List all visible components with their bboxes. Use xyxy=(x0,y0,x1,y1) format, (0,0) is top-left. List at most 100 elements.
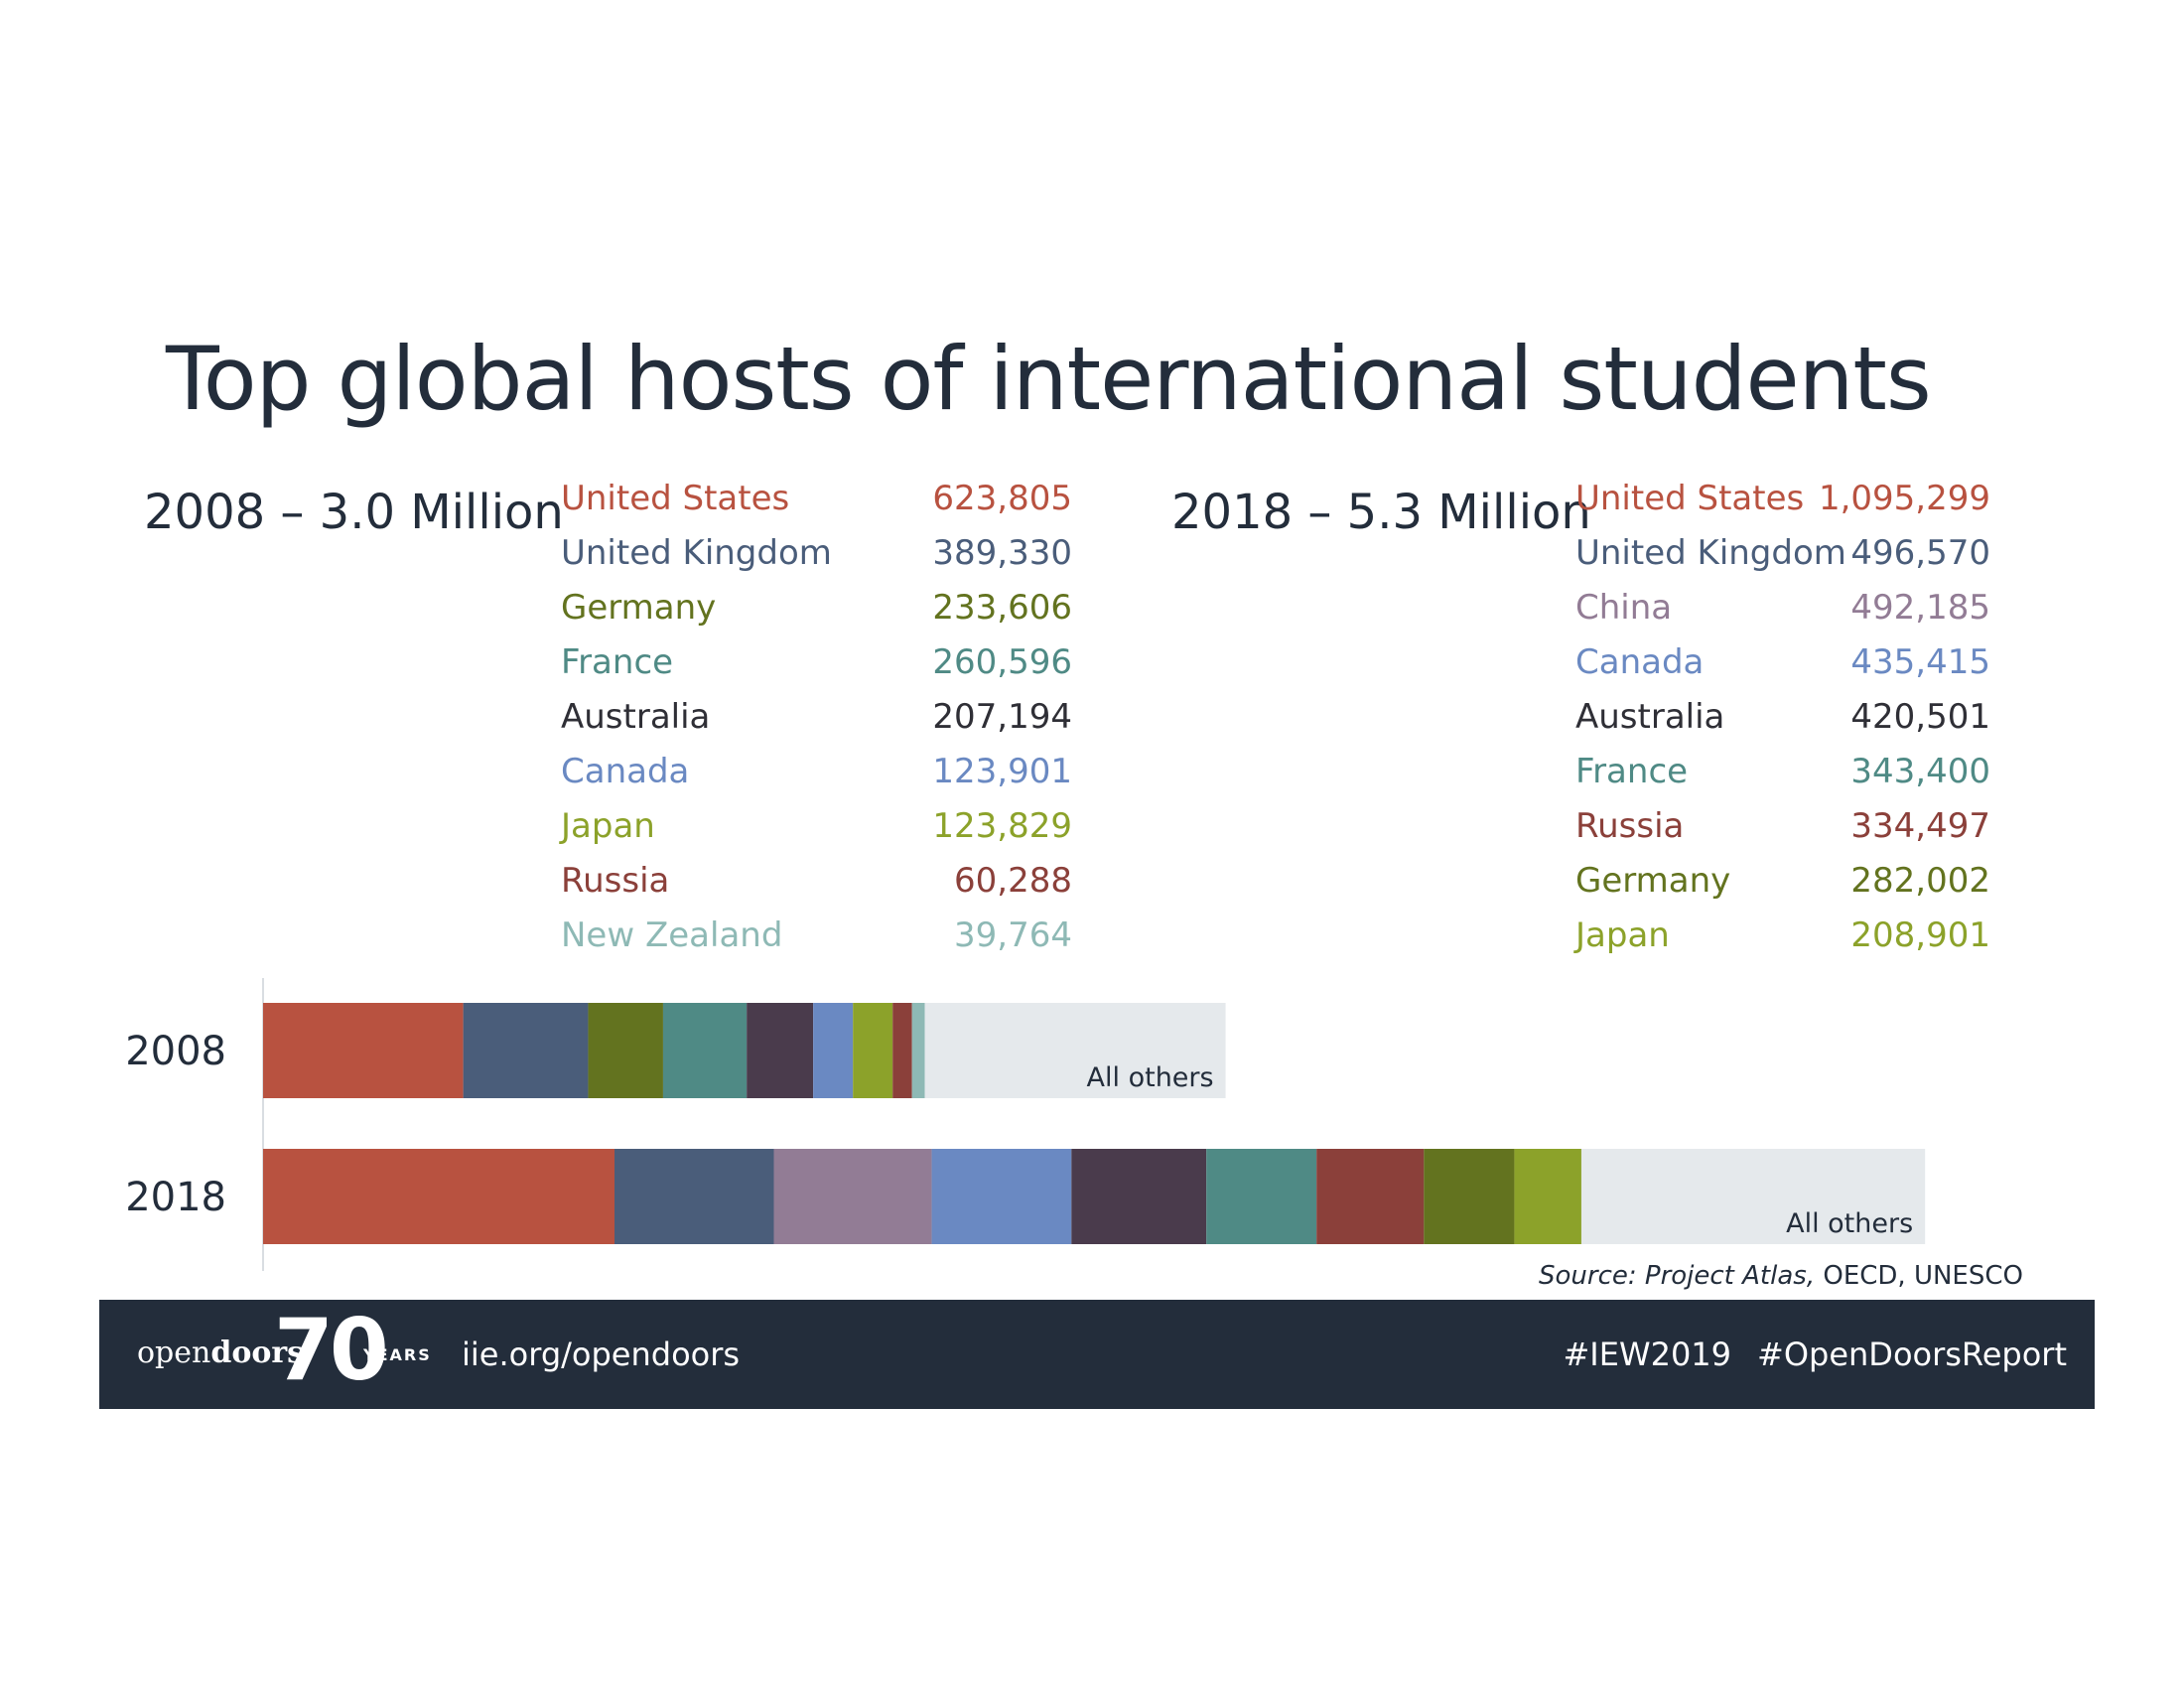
country-name: Australia xyxy=(561,697,711,737)
country-value: 233,606 xyxy=(932,588,1072,628)
logo-seventy: 70 xyxy=(274,1301,389,1400)
bar-segment-japan xyxy=(1514,1149,1581,1244)
heading-2008: 2008 – 3.0 Million xyxy=(144,485,564,540)
country-value: 389,330 xyxy=(932,533,1072,573)
bar-segment-france xyxy=(1206,1149,1317,1244)
category-label: 2018 xyxy=(125,1175,226,1220)
stacked-bar-chart: 2008 All others 2018 All others xyxy=(125,978,1926,1271)
heading-2018: 2018 – 5.3 Million xyxy=(1171,485,1591,540)
footer-url-link[interactable]: iie.org/opendoors xyxy=(462,1336,741,1373)
source-note: Source: Project Atlas, OECD, UNESCO xyxy=(1539,1261,2023,1291)
country-value: 435,415 xyxy=(1850,642,1990,682)
country-name: New Zealand xyxy=(561,915,783,955)
page-title: Top global hosts of international studen… xyxy=(166,328,1932,430)
country-name: Germany xyxy=(1575,861,1731,901)
list-item: Russia 60,288 xyxy=(561,854,1072,909)
list-item: Russia 334,497 xyxy=(1575,799,1990,854)
source-italic: Project Atlas, xyxy=(1644,1261,1816,1291)
opendoors-logo: opendoors® xyxy=(137,1336,316,1370)
bar-segment-united-states xyxy=(263,1003,464,1098)
list-item: France 260,596 xyxy=(561,635,1072,690)
country-value: 60,288 xyxy=(954,861,1072,901)
country-list-2018: United States 1,095,299 United Kingdom 496,… xyxy=(1575,472,1990,963)
all-others-label: All others xyxy=(1786,1208,1913,1239)
country-value: 420,501 xyxy=(1850,697,1990,737)
list-item: China 492,185 xyxy=(1575,581,1990,635)
country-value: 260,596 xyxy=(932,642,1072,682)
country-value: 39,764 xyxy=(954,915,1072,955)
country-name: Japan xyxy=(561,806,655,846)
all-others-label: All others xyxy=(1087,1062,1214,1093)
country-name: Germany xyxy=(561,588,717,628)
country-value: 496,570 xyxy=(1850,533,1990,573)
list-item: Australia 207,194 xyxy=(561,690,1072,745)
list-item: Canada 123,901 xyxy=(561,745,1072,799)
bar-segment-germany xyxy=(1424,1149,1515,1244)
country-value: 123,829 xyxy=(932,806,1072,846)
country-name: France xyxy=(1575,752,1689,791)
country-name: Russia xyxy=(561,861,670,901)
country-value: 123,901 xyxy=(932,752,1072,791)
logo-registered-mark: ® xyxy=(304,1340,317,1354)
list-item: United States 623,805 xyxy=(561,472,1072,526)
list-item: Germany 282,002 xyxy=(1575,854,1990,909)
category-label: 2008 xyxy=(125,1029,226,1074)
footer-divider xyxy=(125,1298,443,1300)
country-name: Australia xyxy=(1575,697,1725,737)
country-name: Japan xyxy=(1575,915,1670,955)
list-item: Japan 208,901 xyxy=(1575,909,1990,963)
bar-segment-united-states xyxy=(263,1149,615,1244)
list-item: New Zealand 39,764 xyxy=(561,909,1072,963)
source-rest: OECD, UNESCO xyxy=(1823,1261,2023,1291)
list-item: Japan 123,829 xyxy=(561,799,1072,854)
logo-word-bold: doors xyxy=(210,1336,305,1370)
bar-segment-australia xyxy=(747,1003,814,1098)
country-name: United States xyxy=(561,479,790,518)
hashtag-iew2019[interactable]: #IEW2019 xyxy=(1563,1336,1732,1373)
country-name: United Kingdom xyxy=(1575,533,1846,573)
source-prefix: Source: xyxy=(1538,1261,1637,1291)
country-name: Canada xyxy=(1575,642,1705,682)
footer-bar: opendoors® 70 YEARS iie.org/opendoors #I… xyxy=(99,1298,2095,1409)
list-item: Germany 233,606 xyxy=(561,581,1072,635)
country-value: 492,185 xyxy=(1850,588,1990,628)
country-value: 207,194 xyxy=(932,697,1072,737)
bar-segment-china xyxy=(773,1149,932,1244)
bar-segment-russia xyxy=(892,1003,912,1098)
bar-segment-united-kingdom xyxy=(614,1149,774,1244)
country-name: China xyxy=(1575,588,1673,628)
logo-years: YEARS xyxy=(363,1345,432,1364)
bar-segment-france xyxy=(662,1003,748,1098)
hashtag-opendoorsreport[interactable]: #OpenDoorsReport xyxy=(1757,1336,2067,1373)
list-item: United Kingdom 496,570 xyxy=(1575,526,1990,581)
country-list-2008: United States 623,805 United Kingdom 389,33… xyxy=(561,472,1072,963)
bar-segment-russia xyxy=(1316,1149,1425,1244)
bar-segment-japan xyxy=(853,1003,893,1098)
logo-word-regular: open xyxy=(137,1336,211,1370)
country-value: 282,002 xyxy=(1850,861,1990,901)
list-item: Canada 435,415 xyxy=(1575,635,1990,690)
bar-segment-canada xyxy=(931,1149,1072,1244)
country-value: 334,497 xyxy=(1850,806,1990,846)
footer-hashtags: #IEW2019 #OpenDoorsReport xyxy=(1563,1336,2067,1373)
list-item: United Kingdom 389,330 xyxy=(561,526,1072,581)
country-name: United States xyxy=(1575,479,1805,518)
country-name: United Kingdom xyxy=(561,533,832,573)
bar-segment-all-others xyxy=(924,1003,1226,1098)
country-value: 623,805 xyxy=(932,479,1072,518)
bar-segment-canada xyxy=(813,1003,854,1098)
bar-segment-new-zealand xyxy=(911,1003,925,1098)
list-item: France 343,400 xyxy=(1575,745,1990,799)
country-value: 1,095,299 xyxy=(1818,479,1990,518)
country-name: France xyxy=(561,642,674,682)
country-name: Russia xyxy=(1575,806,1685,846)
list-item: Australia 420,501 xyxy=(1575,690,1990,745)
list-item: United States 1,095,299 xyxy=(1575,472,1990,526)
country-value: 208,901 xyxy=(1850,915,1990,955)
country-value: 343,400 xyxy=(1850,752,1990,791)
bar-segment-united-kingdom xyxy=(463,1003,589,1098)
country-name: Canada xyxy=(561,752,690,791)
bar-segment-germany xyxy=(588,1003,663,1098)
bar-segment-australia xyxy=(1071,1149,1207,1244)
bar-segment-all-others xyxy=(1580,1149,1926,1244)
